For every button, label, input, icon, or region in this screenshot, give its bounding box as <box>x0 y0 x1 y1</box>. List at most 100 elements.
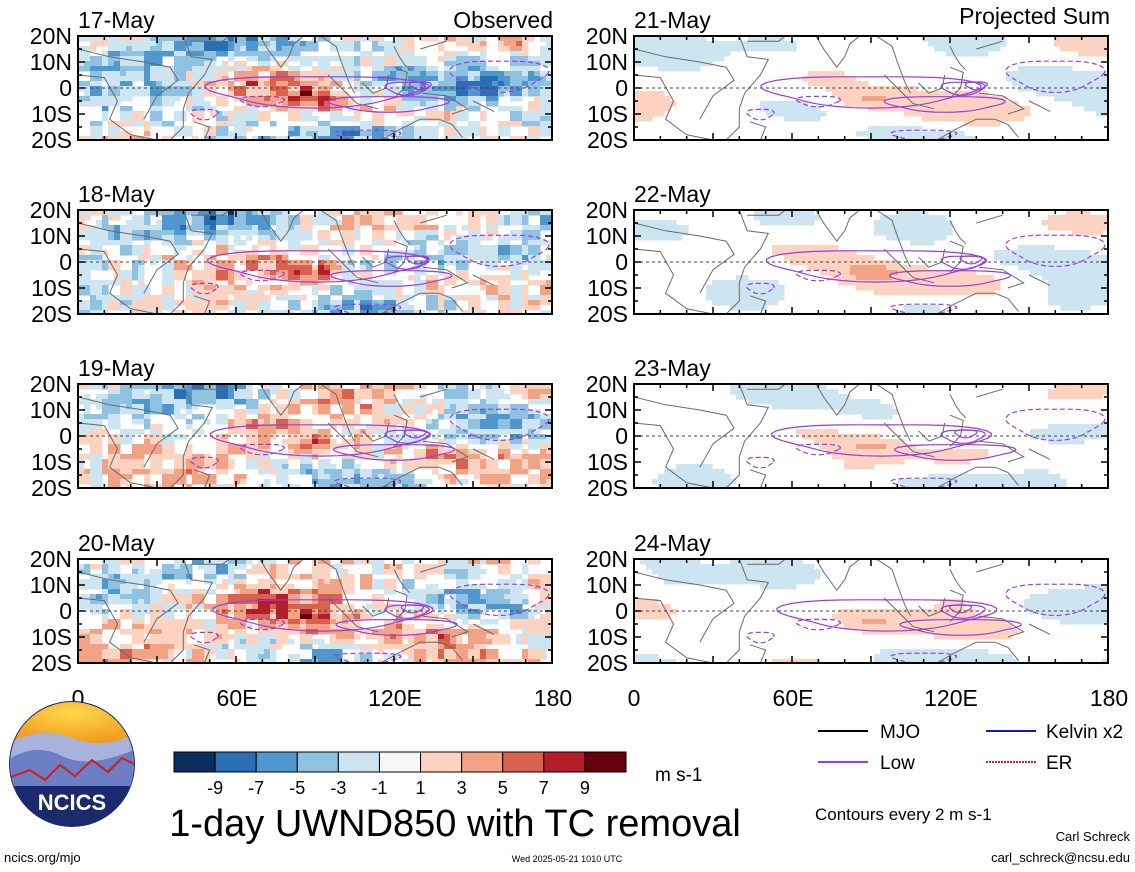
low-contour-positive <box>335 619 458 636</box>
coastline <box>259 559 305 592</box>
low-contour-positive <box>408 81 432 91</box>
colorbar-swatch <box>584 751 627 773</box>
y-tick-label: 0 <box>59 423 72 449</box>
y-tick-label: 10N <box>30 223 72 249</box>
low-contour-negative <box>334 477 402 488</box>
y-tick-label: 20N <box>30 23 72 49</box>
coastline <box>78 422 158 488</box>
coastline <box>422 92 469 115</box>
coastline <box>78 222 179 294</box>
coastline <box>420 388 447 398</box>
colorbar-swatch <box>173 751 216 773</box>
coastline <box>747 210 787 216</box>
coastline <box>327 597 379 633</box>
x-tick-label: 180 <box>1090 685 1128 711</box>
y-tick-label: 20S <box>31 301 72 327</box>
low-contour-positive <box>406 255 430 265</box>
coastline <box>393 220 411 245</box>
y-tick-label: 10N <box>30 572 72 598</box>
coastline <box>976 388 1003 398</box>
coastline <box>472 274 495 286</box>
coastline <box>422 440 469 463</box>
colorbar-swatch <box>214 751 257 773</box>
low-contour-positive <box>400 604 424 614</box>
coastline <box>78 571 179 643</box>
y-tick-label: 20S <box>31 475 72 501</box>
timestamp: Wed 2025-05-21 1010 UTC <box>512 854 623 864</box>
low-contour-positive <box>403 429 427 439</box>
y-tick-label: 20N <box>586 23 628 49</box>
coastline <box>876 36 911 94</box>
coastline <box>393 569 411 594</box>
low-contour-negative <box>746 108 775 121</box>
y-tick-label: 20S <box>587 127 628 153</box>
coastline <box>1028 100 1051 112</box>
coastline <box>78 396 179 468</box>
low-contour-negative <box>190 108 219 121</box>
coastline <box>634 597 714 663</box>
low-contour-negative <box>449 408 550 442</box>
colorbar-tick-label: -1 <box>371 778 387 798</box>
colorbar-tick-label: 5 <box>498 778 508 798</box>
site-link[interactable]: ncics.org/mjo <box>4 850 81 865</box>
coastline <box>747 559 787 565</box>
y-tick-label: 10N <box>586 397 628 423</box>
legend-label-er: ER <box>1046 753 1072 774</box>
low-contour-negative <box>746 282 775 295</box>
coastline <box>320 384 355 442</box>
low-contour-positive <box>959 255 983 265</box>
low-contour-negative <box>746 456 775 469</box>
low-contour-positive <box>940 604 986 619</box>
coastline <box>78 597 158 663</box>
coastline <box>193 121 211 140</box>
coastline <box>420 40 447 50</box>
low-contour-positive <box>964 81 988 91</box>
x-tick-label: 180 <box>534 685 572 711</box>
coastline <box>380 466 463 488</box>
low-contour-negative <box>334 303 402 314</box>
coastline <box>634 48 735 120</box>
coastline <box>883 248 935 284</box>
low-contour-positive <box>204 76 426 109</box>
low-contour-positive <box>330 270 453 287</box>
contour-note: Contours every 2 m s-1 <box>815 805 992 824</box>
coastline <box>949 589 964 622</box>
coastline <box>949 569 967 594</box>
low-contour-negative <box>1005 408 1106 442</box>
panel-date-label: 20-May <box>78 530 155 556</box>
low-contour-negative <box>890 303 958 314</box>
x-tick-label: 120E <box>924 685 978 711</box>
coastline <box>815 559 861 592</box>
coastline <box>747 384 787 390</box>
low-contour-positive <box>760 76 982 109</box>
low-contour-negative <box>1005 60 1106 94</box>
low-contour-negative <box>890 477 958 488</box>
coastline <box>936 118 1019 140</box>
y-tick-label: 0 <box>615 75 628 101</box>
panel-date-label: 18-May <box>78 181 155 207</box>
coastline <box>749 469 767 488</box>
y-tick-label: 20N <box>586 371 628 397</box>
colorbar-tick-label: 3 <box>457 778 467 798</box>
x-axis-right: 0 60E 120E 180 <box>628 685 1129 711</box>
y-tick-label: 20N <box>586 546 628 572</box>
y-tick-label: 20N <box>30 371 72 397</box>
low-contour-positive <box>948 604 973 614</box>
coastline <box>259 384 305 417</box>
coastline <box>815 36 861 69</box>
coastline <box>725 559 770 663</box>
coastline <box>815 210 861 243</box>
coastline <box>876 384 911 442</box>
low-contour-positive <box>954 429 978 439</box>
coastline <box>393 240 408 273</box>
coastline <box>193 469 211 488</box>
legend-label-kelvin: Kelvin x2 <box>1046 722 1123 743</box>
legend-label-mjo: MJO <box>880 722 920 743</box>
low-contour-positive <box>888 270 1012 287</box>
coastline <box>78 74 158 140</box>
y-tick-label: 10S <box>31 449 72 475</box>
